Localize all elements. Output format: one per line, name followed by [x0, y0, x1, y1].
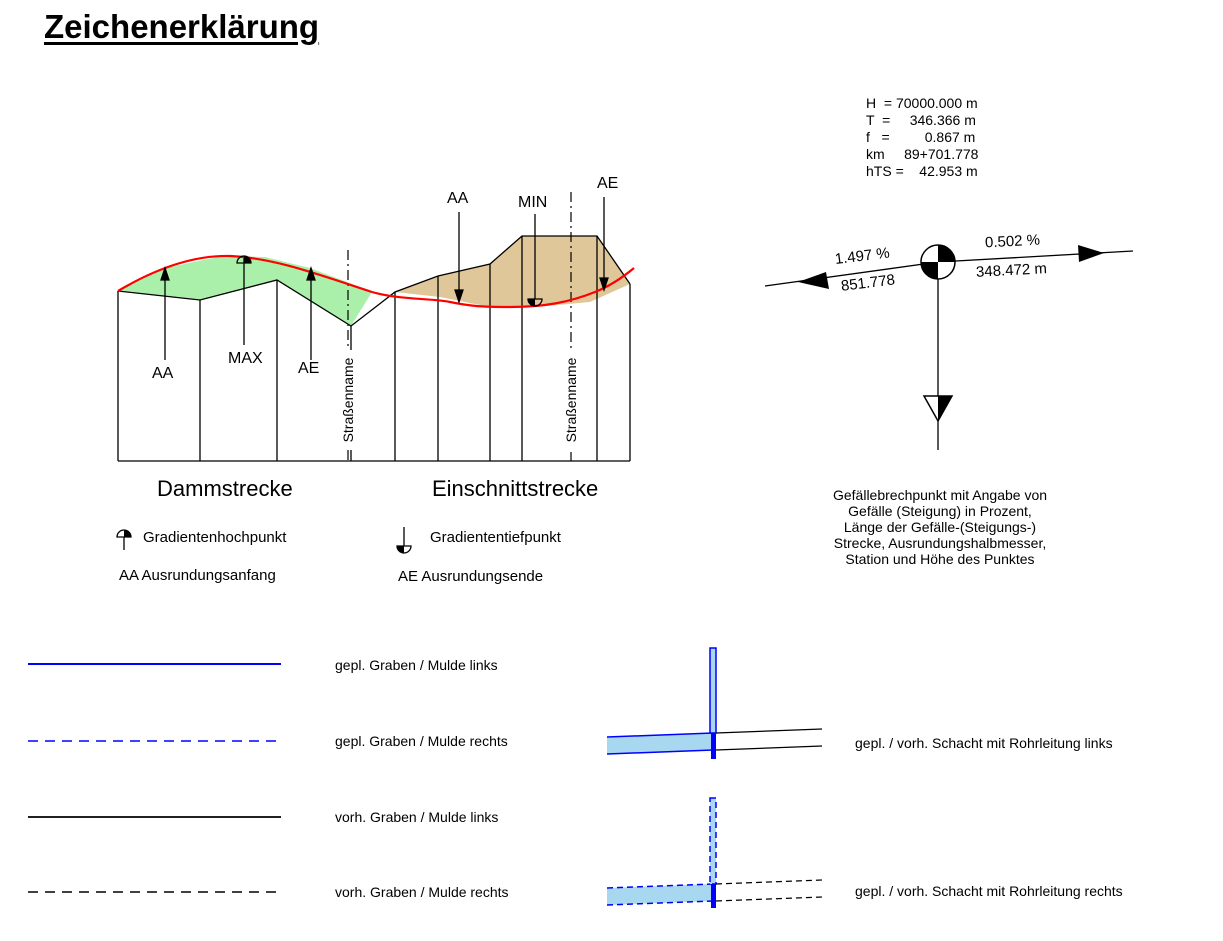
shaft-right-label: gepl. / vorh. Schacht mit Rohrleitung re…	[855, 883, 1123, 899]
ae-left-arrow	[306, 265, 316, 281]
breakpoint-info: H = 70000.000 m T = 346.366 m f = 0.867 …	[866, 95, 978, 180]
ae-right-arrow	[599, 277, 609, 293]
high-point-legend-icon	[116, 529, 132, 550]
existing-ditch-right-label: vorh. Graben / Mulde rechts	[335, 884, 509, 900]
station-lines	[117, 236, 631, 462]
info-h: H = 70000.000 m	[866, 95, 978, 111]
max-high-point-icon	[236, 255, 252, 345]
shaft-left-label: gepl. / vorh. Schacht mit Rohrleitung li…	[855, 735, 1113, 751]
breakpoint-symbol	[764, 244, 1134, 450]
existing-ditch-left-label: vorh. Graben / Mulde links	[335, 809, 499, 825]
info-f: f = 0.867 m	[866, 129, 976, 145]
ae-right-label: AE	[597, 175, 619, 192]
min-low-point-icon	[527, 214, 543, 307]
breakpoint-description: Gefällebrechpunkt mit Angabe von Gefälle…	[770, 487, 1110, 567]
terrain-line	[117, 235, 631, 327]
street-name-label-2: Straßenname	[563, 350, 579, 450]
planned-ditch-left-label: gepl. Graben / Mulde links	[335, 657, 498, 673]
planned-ditch-right-label: gepl. Graben / Mulde rechts	[335, 733, 508, 749]
right-slope-arrow	[1078, 245, 1104, 262]
cut-area	[395, 236, 630, 307]
aa-right-label: AA	[447, 190, 469, 207]
info-km: km 89+701.778	[866, 146, 979, 162]
description-line: Länge der Gefälle-(Steigungs-)	[843, 519, 1037, 535]
cut-section-label: Einschnittstrecke	[432, 476, 599, 501]
page-title: Zeichenerklärung	[44, 8, 320, 45]
fill-section-label: Dammstrecke	[157, 476, 293, 501]
start-legend-label: AA Ausrundungsanfang	[119, 567, 276, 584]
min-label: MIN	[518, 194, 548, 211]
shaft-pipe-right-symbol	[606, 797, 823, 908]
low-point-legend-icon	[396, 527, 412, 554]
max-label: MAX	[228, 350, 263, 367]
street-name-label-1: Straßenname	[340, 350, 356, 450]
left-slope-arrow	[798, 272, 829, 289]
description-line: Gefälle (Steigung) in Prozent,	[848, 503, 1032, 519]
aa-left-arrow	[160, 265, 170, 281]
description-line: Gefällebrechpunkt mit Angabe von	[832, 487, 1048, 503]
gradient-line	[117, 254, 635, 309]
right-slope-label: 0.502 %	[984, 231, 1041, 252]
end-legend-label: AE Ausrundungsende	[398, 568, 544, 585]
aa-left-label: AA	[152, 365, 174, 382]
ae-left-label: AE	[298, 360, 320, 377]
description-line: Station und Höhe des Punktes	[845, 551, 1035, 567]
shaft-pipe-left-symbol	[606, 647, 823, 759]
aa-right-arrow	[454, 289, 464, 305]
high-point-legend-label: Gradientenhochpunkt	[143, 529, 287, 546]
info-hts: hTS = 42.953 m	[866, 163, 978, 179]
low-point-legend-label: Gradiententiefpunkt	[430, 529, 561, 546]
info-t: T = 346.366 m	[866, 112, 976, 128]
description-line: Strecke, Ausrundungshalbmesser,	[833, 535, 1047, 551]
